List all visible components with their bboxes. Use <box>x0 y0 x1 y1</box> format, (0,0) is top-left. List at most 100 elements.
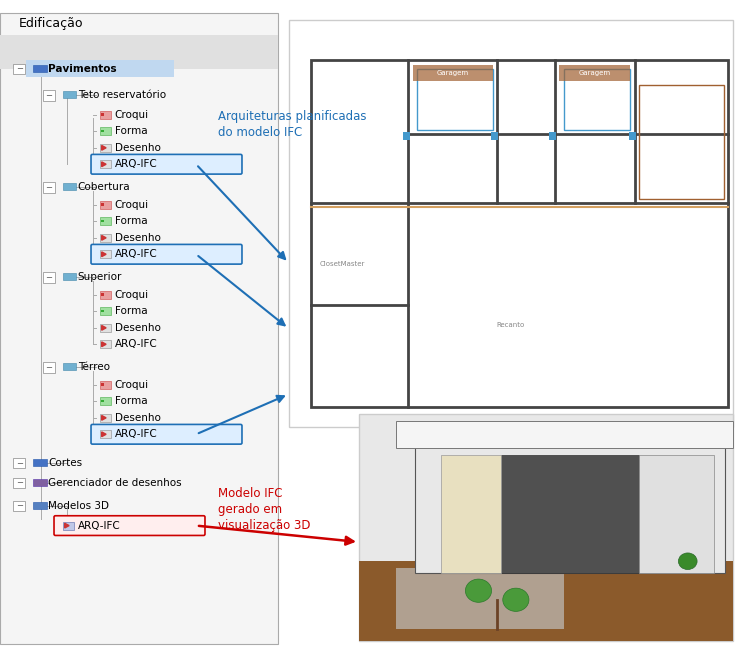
Bar <box>403 132 410 141</box>
Bar <box>101 204 104 206</box>
Text: Recanto: Recanto <box>497 322 525 328</box>
Text: Edificação: Edificação <box>18 16 83 30</box>
Polygon shape <box>101 252 106 257</box>
Text: ARQ-IFC: ARQ-IFC <box>115 429 158 440</box>
Polygon shape <box>501 455 639 572</box>
Polygon shape <box>101 325 106 330</box>
Text: Forma: Forma <box>115 216 147 227</box>
Text: Pavimentos: Pavimentos <box>48 64 117 74</box>
Text: −: − <box>16 478 23 487</box>
Text: −: − <box>45 363 53 372</box>
Bar <box>100 234 110 242</box>
Text: Croqui: Croqui <box>115 290 149 300</box>
Circle shape <box>465 579 491 602</box>
Bar <box>100 397 110 405</box>
Text: Cobertura: Cobertura <box>78 182 130 193</box>
Polygon shape <box>101 415 106 420</box>
Bar <box>63 183 76 191</box>
Bar <box>43 182 55 193</box>
Polygon shape <box>101 235 106 240</box>
Bar <box>100 127 110 135</box>
Text: Gerenciador de desenhos: Gerenciador de desenhos <box>48 478 182 488</box>
Bar <box>100 160 110 168</box>
Text: Croqui: Croqui <box>115 380 149 390</box>
Bar <box>100 381 110 389</box>
Text: Forma: Forma <box>115 396 147 407</box>
Text: Superior: Superior <box>78 272 122 283</box>
Text: Modelo IFC
gerado em
visualização 3D: Modelo IFC gerado em visualização 3D <box>218 487 311 532</box>
FancyBboxPatch shape <box>91 154 242 174</box>
Text: Forma: Forma <box>115 306 147 317</box>
Text: Teto reservatório: Teto reservatório <box>78 90 166 101</box>
Bar <box>100 307 110 315</box>
Text: Arquiteturas planificadas
do modelo IFC: Arquiteturas planificadas do modelo IFC <box>218 110 367 139</box>
Bar <box>63 273 76 281</box>
Bar <box>43 272 55 283</box>
Bar <box>100 414 110 422</box>
Text: −: − <box>16 459 23 468</box>
Bar <box>13 64 25 74</box>
Polygon shape <box>101 432 106 437</box>
Polygon shape <box>359 561 733 641</box>
Bar <box>63 522 73 530</box>
Bar <box>63 363 76 371</box>
Bar <box>13 478 25 488</box>
Bar <box>101 310 104 312</box>
FancyBboxPatch shape <box>54 516 205 535</box>
Bar <box>43 362 55 373</box>
Bar <box>289 20 733 427</box>
Text: ClosetMaster: ClosetMaster <box>319 261 365 267</box>
Bar <box>417 68 493 129</box>
Text: Térreo: Térreo <box>78 362 110 373</box>
Bar <box>559 64 630 81</box>
FancyBboxPatch shape <box>91 424 242 444</box>
Bar <box>101 130 104 132</box>
Bar <box>33 502 47 509</box>
Bar <box>0 35 278 69</box>
Polygon shape <box>101 342 106 347</box>
Text: Cortes: Cortes <box>48 458 82 468</box>
Text: Garagem: Garagem <box>437 70 469 76</box>
Bar <box>101 384 104 386</box>
Text: −: − <box>45 273 53 282</box>
Bar <box>564 68 630 129</box>
Text: Desenho: Desenho <box>115 413 161 423</box>
Text: Desenho: Desenho <box>115 323 161 333</box>
Polygon shape <box>101 162 106 167</box>
Text: ARQ-IFC: ARQ-IFC <box>115 249 158 260</box>
Bar <box>100 250 110 258</box>
Bar <box>13 501 25 511</box>
Bar <box>100 430 110 438</box>
Bar <box>33 65 47 72</box>
Bar <box>639 85 724 199</box>
Bar <box>100 217 110 225</box>
Text: Croqui: Croqui <box>115 110 149 120</box>
Text: −: − <box>16 64 23 74</box>
Bar <box>26 60 174 77</box>
Bar <box>43 90 55 101</box>
Bar <box>13 458 25 468</box>
Text: −: − <box>45 91 53 100</box>
Bar <box>63 91 76 99</box>
Text: ARQ-IFC: ARQ-IFC <box>78 520 121 531</box>
Text: Garagem: Garagem <box>579 70 611 76</box>
Bar <box>100 340 110 348</box>
Bar <box>491 132 499 141</box>
Bar <box>100 291 110 299</box>
Bar <box>101 294 104 296</box>
Text: Desenho: Desenho <box>115 233 161 243</box>
Bar <box>549 132 556 141</box>
Polygon shape <box>397 568 565 629</box>
Bar <box>629 132 636 141</box>
Bar <box>100 201 110 209</box>
Text: Modelos 3D: Modelos 3D <box>48 501 109 511</box>
Circle shape <box>502 588 529 612</box>
Text: ARQ-IFC: ARQ-IFC <box>115 159 158 170</box>
Polygon shape <box>397 420 733 448</box>
Bar <box>101 400 104 402</box>
Bar <box>413 64 493 81</box>
Circle shape <box>679 553 697 570</box>
Text: Desenho: Desenho <box>115 143 161 153</box>
Bar <box>101 220 104 222</box>
Text: −: − <box>45 183 53 192</box>
